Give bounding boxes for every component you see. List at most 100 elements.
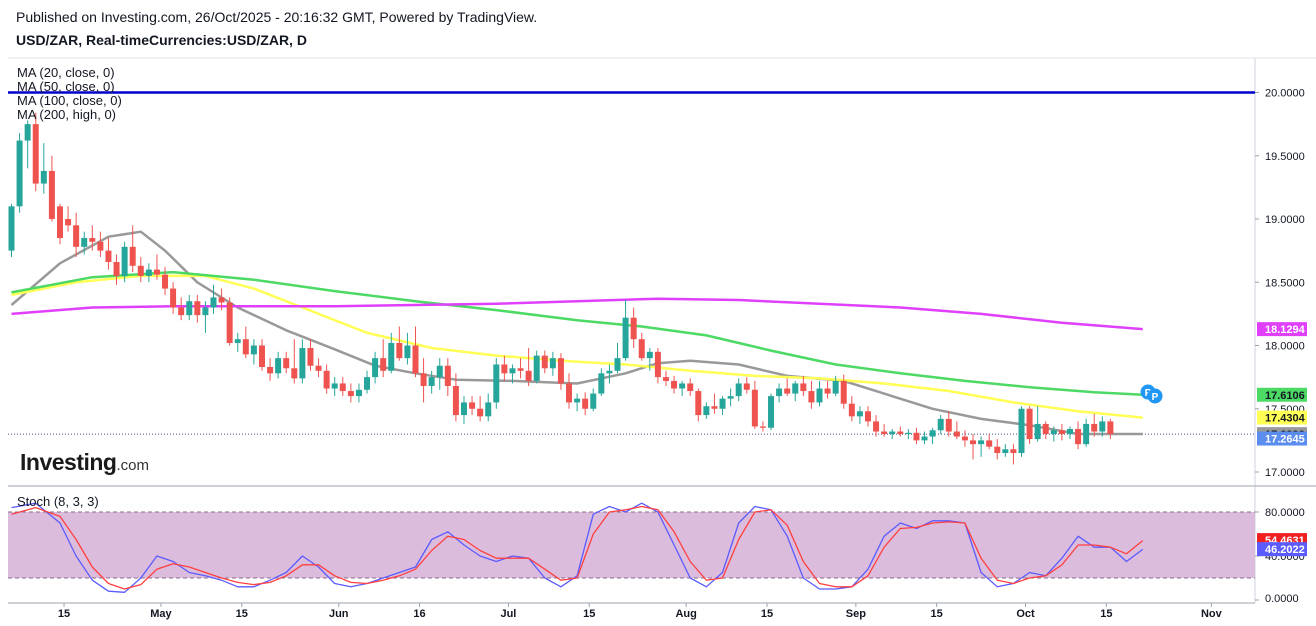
candle-body: [460, 402, 467, 416]
ma-legend: MA (20, close, 0) MA (50, close, 0) MA (…: [17, 66, 122, 122]
candle: [808, 380, 815, 409]
price-label-text: 17.6106: [1265, 390, 1305, 402]
candle: [48, 155, 55, 222]
candle: [897, 426, 904, 437]
time-tick-label: Jul: [500, 608, 516, 620]
candle-body: [412, 345, 419, 374]
candle-body: [404, 345, 411, 359]
candle: [638, 332, 645, 361]
candle-body: [1026, 408, 1033, 440]
candle-body: [444, 365, 451, 386]
candle-body: [590, 393, 597, 409]
candle: [1058, 423, 1065, 441]
candle-body: [784, 388, 791, 394]
candle-body: [339, 383, 346, 392]
time-tick-label: 15: [583, 608, 595, 620]
legend-ma100[interactable]: MA (100, close, 0): [17, 93, 122, 108]
candle: [81, 231, 88, 255]
candle-body: [396, 342, 403, 359]
candle-body: [978, 440, 985, 445]
candle: [509, 364, 516, 384]
candle-body: [533, 355, 540, 381]
candle: [921, 431, 928, 445]
candle: [234, 332, 241, 352]
candle-body: [242, 339, 249, 355]
candle-body: [881, 431, 888, 435]
candle-body: [420, 373, 427, 386]
candle-body: [97, 241, 104, 251]
candle-body: [630, 317, 637, 340]
candle: [436, 358, 443, 390]
candle: [873, 415, 880, 437]
logo-text: Investing: [20, 449, 117, 475]
candle: [1042, 421, 1049, 440]
candle-body: [986, 440, 993, 447]
candle: [469, 396, 476, 416]
legend-ma200[interactable]: MA (200, high, 0): [17, 107, 116, 122]
price-tick-label: 17.0000: [1265, 467, 1305, 479]
candle: [460, 396, 467, 424]
candle-body: [48, 170, 55, 219]
candle: [711, 393, 718, 414]
candle: [452, 373, 459, 422]
candle: [743, 377, 750, 394]
time-tick-label: 15: [931, 608, 943, 620]
candle-body: [202, 307, 209, 316]
candle-body: [380, 358, 387, 371]
candle: [961, 430, 968, 447]
candle: [250, 339, 257, 365]
candle: [315, 358, 322, 378]
legend-ma20[interactable]: MA (20, close, 0): [17, 65, 115, 80]
candle-body: [711, 406, 718, 409]
published-info: Published on Investing.com, 26/Oct/2025 …: [16, 9, 538, 25]
candle: [978, 436, 985, 457]
candle-body: [1002, 449, 1009, 454]
candle: [614, 342, 621, 374]
candle: [275, 351, 282, 379]
legend-ma50[interactable]: MA (50, close, 0): [17, 79, 115, 94]
candle-body: [372, 358, 379, 378]
candle: [1010, 444, 1017, 465]
candle-body: [574, 398, 581, 403]
candle-body: [913, 432, 920, 441]
candle: [339, 377, 346, 397]
candle-body: [929, 430, 936, 437]
candle: [719, 396, 726, 416]
candle-body: [1018, 408, 1025, 454]
candle-body: [347, 391, 354, 397]
candle-body: [113, 262, 120, 276]
candle: [776, 383, 783, 403]
candle-body: [792, 383, 799, 394]
ma100-line: [11, 270, 1143, 397]
candle: [242, 326, 249, 359]
candle: [258, 339, 265, 371]
candle-body: [889, 431, 896, 435]
candle: [162, 267, 169, 295]
time-tick-label: 16: [413, 608, 425, 620]
candle: [404, 332, 411, 365]
candle-body: [671, 380, 678, 389]
price-tick-label: 19.5000: [1265, 151, 1305, 163]
candle: [444, 358, 451, 397]
candle-body: [1075, 428, 1082, 445]
candle-body: [56, 206, 63, 238]
candle: [105, 237, 112, 270]
candle: [428, 370, 435, 394]
candle-body: [1091, 423, 1098, 432]
price-tick-label: 19.0000: [1265, 214, 1305, 226]
candle: [1002, 444, 1009, 457]
candle: [566, 373, 573, 409]
candle: [113, 254, 120, 285]
time-tick-label: Oct: [1016, 608, 1035, 620]
candle-body: [719, 398, 726, 409]
candle: [420, 358, 427, 403]
candle: [695, 388, 702, 422]
candle: [832, 375, 839, 397]
stoch-legend[interactable]: Stoch (8, 3, 3): [17, 494, 99, 509]
candle-body: [566, 383, 573, 403]
candle: [267, 358, 274, 381]
time-tick-label: 15: [761, 608, 773, 620]
candle-body: [1050, 430, 1057, 435]
candle-body: [364, 377, 371, 390]
candle: [1034, 406, 1041, 442]
